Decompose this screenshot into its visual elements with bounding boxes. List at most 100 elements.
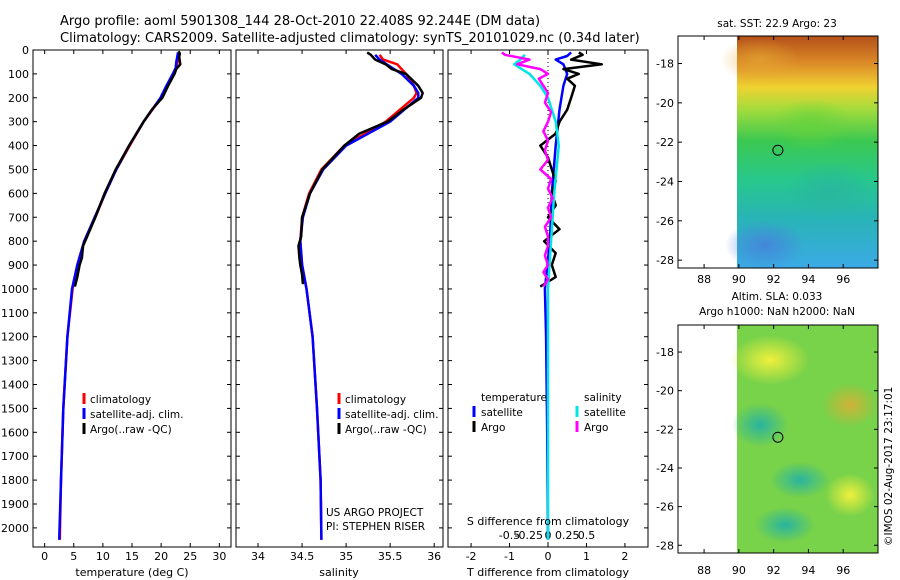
map-y-tick-label: -26 bbox=[656, 215, 674, 228]
x-tick-label: -2 bbox=[466, 550, 477, 563]
depth-tick-label: 400 bbox=[8, 140, 29, 153]
legend-satellite-label: satellite-adj. clim. bbox=[90, 409, 183, 421]
project-credit: US ARGO PROJECT bbox=[326, 507, 424, 519]
sst-map-title: sat. SST: 22.9 Argo: 23 bbox=[717, 18, 837, 30]
series-line-s-argo bbox=[501, 51, 554, 288]
legend-salinity-heading: salinity bbox=[584, 392, 622, 404]
depth-tick-label: 1700 bbox=[1, 450, 29, 463]
series-line-satellite-adj-clim bbox=[299, 53, 420, 540]
series-line-t-argo bbox=[539, 51, 604, 288]
map-x-tick-label: 94 bbox=[801, 273, 815, 286]
pi-credit: PI: STEPHEN RISER bbox=[326, 521, 425, 533]
depth-tick-label: 0 bbox=[22, 44, 29, 57]
depth-tick-label: 1600 bbox=[1, 426, 29, 439]
x-tick-label: 10 bbox=[96, 550, 110, 563]
legend-s-argo-label: Argo bbox=[584, 422, 608, 434]
depth-tick-label: 500 bbox=[8, 163, 29, 176]
depth-tick-label: 1000 bbox=[1, 283, 29, 296]
x-tick-label: 30 bbox=[212, 550, 226, 563]
map-x-tick-label: 88 bbox=[697, 273, 711, 286]
difference-legend: temperature salinity satellite Argo sate… bbox=[472, 392, 626, 434]
x-tick-label: 25 bbox=[183, 550, 197, 563]
sla-argo-marker bbox=[772, 431, 784, 443]
depth-tick-label: 300 bbox=[8, 116, 29, 129]
sla-yellow-patch bbox=[730, 335, 810, 385]
sla-teal-patch-3 bbox=[755, 507, 815, 543]
depth-tick-label: 2000 bbox=[1, 522, 29, 535]
salinity-legend: climatology satellite-adj. clim. Argo(..… bbox=[337, 393, 438, 436]
sla-map-title: Altim. SLA: 0.033 bbox=[732, 291, 823, 303]
depth-tick-label: 1800 bbox=[1, 474, 29, 487]
legend-satellite-label: satellite-adj. clim. bbox=[345, 409, 438, 421]
diff-xlabel: T difference from climatology bbox=[466, 566, 629, 579]
depth-tick-label: 1400 bbox=[1, 379, 29, 392]
map-x-tick-label: 92 bbox=[767, 273, 781, 286]
sla-orange-patch bbox=[822, 383, 878, 427]
sla-teal-patch-1 bbox=[732, 403, 788, 447]
x-tick-label: 34 bbox=[251, 550, 265, 563]
depth-tick-label: 1100 bbox=[1, 307, 29, 320]
map-y-tick-label: -22 bbox=[656, 136, 674, 149]
series-line-argo-raw-qc bbox=[297, 51, 424, 285]
map-y-tick-label: -24 bbox=[656, 175, 674, 188]
map-x-tick-label: 94 bbox=[801, 564, 815, 577]
diff-top-label: S difference from climatology bbox=[467, 515, 630, 528]
sla-yellow-patch-2 bbox=[825, 473, 875, 517]
depth-tick-label: 600 bbox=[8, 187, 29, 200]
sst-teal-patch bbox=[785, 162, 875, 218]
sst-warm-patch bbox=[720, 38, 800, 82]
x-tick-label: 1 bbox=[583, 550, 590, 563]
map-y-tick-label: -24 bbox=[656, 462, 674, 475]
map-x-tick-label: 96 bbox=[836, 564, 850, 577]
title-line-2: Climatology: CARS2009. Satellite-adjuste… bbox=[60, 31, 640, 46]
sst-argo-marker bbox=[772, 144, 784, 156]
legend-climatology-label: climatology bbox=[345, 394, 406, 406]
x-tick-label: 15 bbox=[125, 550, 139, 563]
profile-lines bbox=[57, 50, 604, 540]
salinity-xlabel: salinity bbox=[319, 566, 359, 579]
map-x-tick-label: 96 bbox=[836, 273, 850, 286]
map-x-tick-label: 92 bbox=[767, 564, 781, 577]
x-tick-label: -1 bbox=[504, 550, 515, 563]
series-line-argo-raw-qc bbox=[73, 50, 182, 287]
x-tick-label: 20 bbox=[154, 550, 168, 563]
imos-stamp: ©IMOS 02-Aug-2017 23:17:01 bbox=[883, 387, 895, 546]
map-x-tick-label: 90 bbox=[732, 273, 746, 286]
depth-tick-label: 1300 bbox=[1, 355, 29, 368]
map-y-tick-label: -18 bbox=[656, 58, 674, 71]
map-x-tick-label: 88 bbox=[697, 564, 711, 577]
sla-map-field bbox=[730, 325, 878, 553]
sla-map-border bbox=[677, 324, 879, 554]
x-tick-label: 35.5 bbox=[378, 550, 403, 563]
depth-tick-label: 800 bbox=[8, 235, 29, 248]
temperature-legend: climatology satellite-adj. clim. Argo(..… bbox=[82, 393, 183, 436]
s-diff-tick-label: -0.5 bbox=[499, 529, 520, 542]
map-x-tick-label: 90 bbox=[732, 564, 746, 577]
series-line-climatology bbox=[299, 54, 418, 540]
s-diff-tick-label: 0.25 bbox=[555, 529, 580, 542]
series-line-satellite-adj-clim bbox=[57, 52, 180, 540]
temperature-axes bbox=[32, 49, 232, 548]
depth-tick-label: 1200 bbox=[1, 331, 29, 344]
map-y-tick-label: -28 bbox=[656, 254, 674, 267]
legend-climatology-label: climatology bbox=[90, 394, 151, 406]
map-y-tick-label: -20 bbox=[656, 97, 674, 110]
depth-tick-label: 1500 bbox=[1, 402, 29, 415]
sst-map-border bbox=[677, 35, 879, 269]
x-tick-label: 36 bbox=[427, 550, 441, 563]
x-tick-label: 35 bbox=[339, 550, 353, 563]
x-tick-label: 0 bbox=[41, 550, 48, 563]
s-diff-tick-label: 0.5 bbox=[578, 529, 596, 542]
depth-tick-label: 100 bbox=[8, 68, 29, 81]
title-line-1: Argo profile: aoml 5901308_144 28-Oct-20… bbox=[60, 14, 540, 29]
salinity-axes bbox=[235, 49, 444, 548]
depth-tick-label: 1900 bbox=[1, 498, 29, 511]
legend-t-argo-label: Argo bbox=[481, 422, 505, 434]
map-y-tick-label: -28 bbox=[656, 539, 674, 552]
x-axes: 0 5 10 15 20 25 30 34 34.5 35 35.5 36 -2 -1 0 1 2 -0.5-0.… bbox=[41, 50, 628, 563]
x-tick-label: 34.5 bbox=[290, 550, 315, 563]
s-diff-tick-label: -0.25 bbox=[515, 529, 543, 542]
legend-t-satellite-label: satellite bbox=[481, 407, 523, 419]
sst-map-field bbox=[720, 36, 878, 270]
